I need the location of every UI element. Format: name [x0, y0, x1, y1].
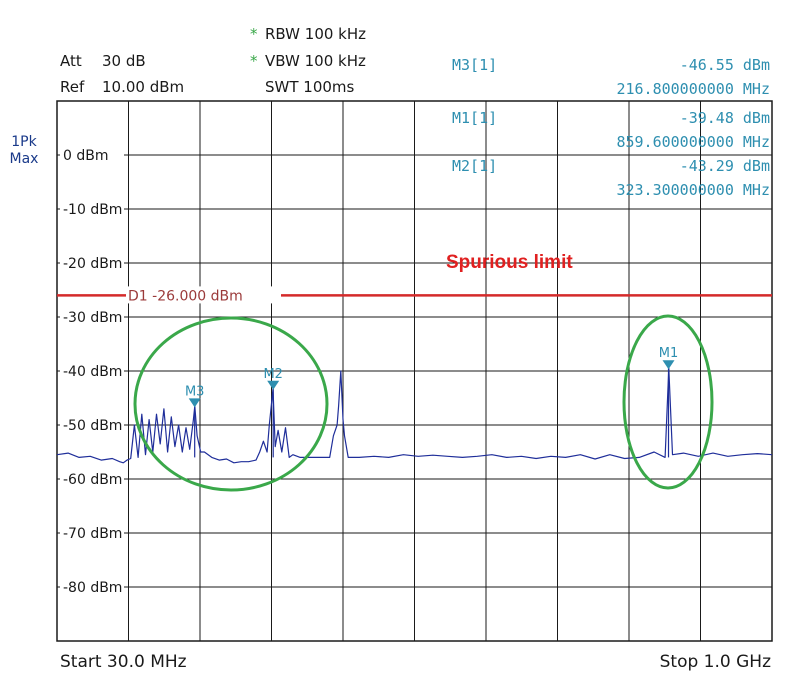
att-value: 30 dB: [102, 52, 146, 70]
start-frequency: Start 30.0 MHz: [60, 652, 187, 672]
marker3-level: -46.55 dBm: [679, 56, 770, 74]
y-tick-label-bg: [60, 308, 124, 326]
y-tick-label: -30 dBm: [63, 310, 122, 326]
att-label: Att: [60, 52, 82, 70]
marker-label: M1: [659, 346, 679, 361]
y-tick-label-bg: [60, 470, 124, 488]
y-tick-label: -70 dBm: [63, 526, 122, 542]
y-tick-label: -60 dBm: [63, 472, 122, 488]
y-tick-label: -20 dBm: [63, 256, 122, 272]
markers-group: M1 M2 M3: [185, 346, 679, 458]
trace-mode-label: 1Pk Max: [4, 134, 44, 168]
trace-group: [56, 367, 773, 464]
y-tick-label-bg: [60, 524, 124, 542]
y-axis-labels: 0 dBm -10 dBm -20 dBm -30 dBm -40 dBm -50 dBm…: [60, 146, 124, 596]
stop-frequency: Stop 1.0 GHz: [659, 652, 771, 672]
ref-label: Ref: [60, 78, 85, 96]
ref-value: 10.00 dBm: [102, 78, 185, 96]
grid: [57, 101, 772, 641]
trace-mode-detector: 1Pk: [11, 134, 37, 150]
marker2-name: M2[1]: [452, 157, 498, 175]
y-tick-label: -50 dBm: [63, 418, 122, 434]
marker-triangle: [267, 380, 280, 390]
marker1-freq: 859.600000000 MHz: [616, 133, 770, 151]
vbw-setting: VBW 100 kHz: [265, 52, 366, 70]
marker-label: M3: [185, 384, 205, 399]
y-tick-label-bg: [60, 416, 124, 434]
limit-label-bg: [126, 286, 281, 304]
highlight-ellipse-right: [622, 314, 714, 490]
marker2-freq: 323.300000000 MHz: [616, 181, 770, 199]
marker1-name: M1[1]: [452, 109, 498, 127]
marker1-level: -39.48 dBm: [679, 109, 770, 127]
marker3-freq: 216.800000000 MHz: [616, 80, 770, 98]
y-tick-label-bg: [60, 254, 124, 272]
marker3-name: M3[1]: [452, 56, 498, 74]
spectrum-trace: [56, 367, 773, 464]
marker-triangle: [188, 398, 201, 408]
y-tick-label-bg: [60, 146, 124, 164]
y-tick-label: -40 dBm: [63, 364, 122, 380]
limit-line-group: D1 -26.000 dBm: [57, 286, 772, 304]
marker-triangle: [662, 360, 675, 370]
sweep-time: SWT 100ms: [265, 78, 355, 96]
y-tick-label: 0 dBm: [63, 148, 109, 164]
rbw-coupled-star: *: [250, 25, 258, 43]
rbw-setting: RBW 100 kHz: [265, 25, 367, 43]
y-tick-label: -10 dBm: [63, 202, 122, 218]
y-tick-label-bg: [60, 362, 124, 380]
spurious-limit-annotation: Spurious limit: [446, 252, 573, 273]
highlight-ellipse-left: [133, 316, 329, 492]
vbw-coupled-star: *: [250, 52, 258, 70]
y-tick-label-bg: [60, 578, 124, 596]
y-tick-label-bg: [60, 200, 124, 218]
y-tick-label: -80 dBm: [63, 580, 122, 596]
trace-mode-type: Max: [9, 151, 39, 167]
marker-label: M2: [263, 367, 283, 382]
limit-line-label: D1 -26.000 dBm: [128, 288, 243, 304]
marker2-level: -43.29 dBm: [679, 157, 770, 175]
